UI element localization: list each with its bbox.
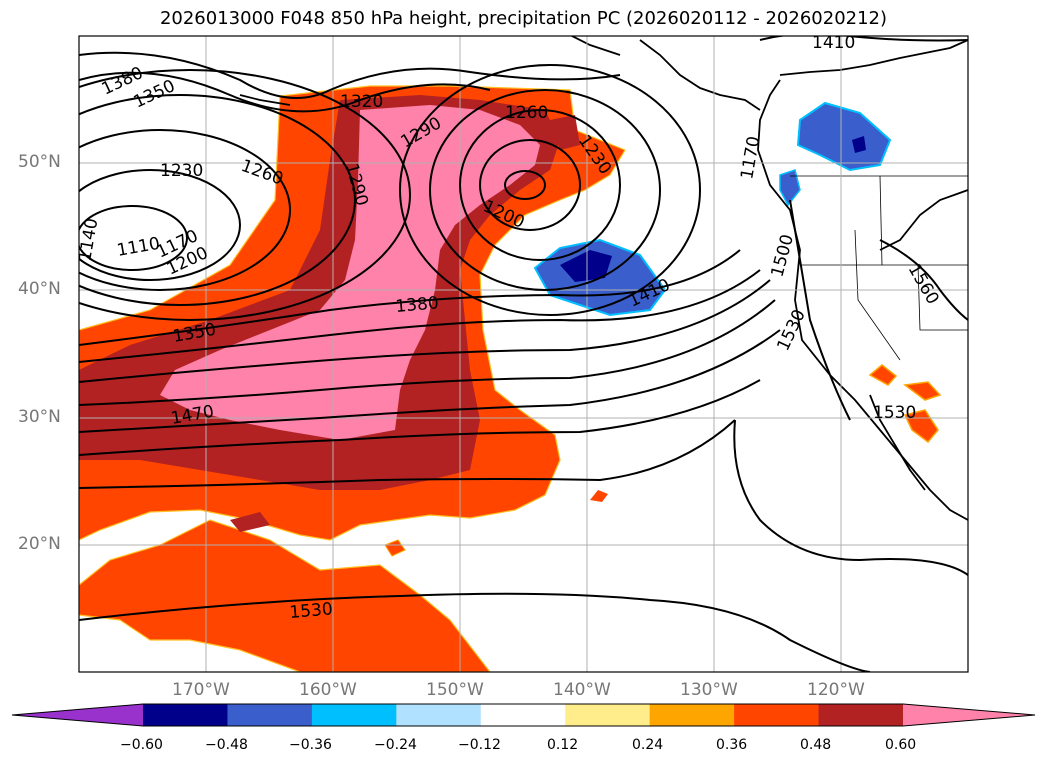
colorbar-tick-label: 0.36 <box>716 737 748 753</box>
colorbar-tick-label: −0.12 <box>458 737 501 753</box>
colorbar-extend-high <box>903 704 1035 726</box>
height-contours <box>79 36 968 672</box>
colorbar-tick-label: −0.60 <box>120 737 163 753</box>
colorbar-tick-label: 0.48 <box>800 737 832 753</box>
colorbar-cell <box>311 704 397 726</box>
lon-label: 160°W <box>299 680 357 700</box>
contour-label: 1410 <box>812 33 855 53</box>
precip-pink-region <box>160 105 540 440</box>
colorbar-tick-label: −0.24 <box>374 737 417 753</box>
colorbar-tick-label: 0.12 <box>547 737 579 753</box>
contour-label: 1170 <box>737 135 764 181</box>
contour-label: 1380 <box>395 293 440 317</box>
colorbar-cell <box>565 704 651 726</box>
lon-label: 130°W <box>680 680 738 700</box>
contour-label: 1500 <box>768 232 799 279</box>
colorbar-tick-label: −0.36 <box>289 737 332 753</box>
colorbar-cell <box>143 704 228 726</box>
lat-label: 20°N <box>18 534 61 554</box>
political-boundaries <box>790 175 968 361</box>
contour-label: 1140 <box>75 217 102 263</box>
colorbar-cell <box>480 704 566 726</box>
lat-label: 40°N <box>18 279 61 299</box>
contour-label: 1230 <box>160 161 203 181</box>
colorbar-cell <box>649 704 735 726</box>
colorbar-cell <box>396 704 482 726</box>
map-frame <box>78 35 969 673</box>
lon-label: 140°W <box>553 680 611 700</box>
colorbar-cell <box>227 704 313 726</box>
contour-label: 1530 <box>289 599 334 623</box>
colorbar-extend-low <box>12 704 143 726</box>
lat-label: 50°N <box>18 152 61 172</box>
contour-label: 1260 <box>505 103 548 123</box>
colorbar <box>11 703 1036 727</box>
lon-label: 170°W <box>172 680 230 700</box>
coastlines <box>239 36 968 521</box>
colorbar-cell <box>818 704 904 726</box>
graticule <box>79 36 968 672</box>
colorbar-tick-label: 0.24 <box>632 737 664 753</box>
contour-label: 1320 <box>340 92 383 112</box>
lon-label: 120°W <box>807 680 865 700</box>
colorbar-tick-label: 0.60 <box>885 737 917 753</box>
chart-title: 2026013000 F048 850 hPa height, precipit… <box>159 8 888 29</box>
colorbar-tick-label: −0.48 <box>205 737 248 753</box>
colorbar-cell <box>734 704 820 726</box>
lat-label: 30°N <box>18 407 61 427</box>
lon-label: 150°W <box>426 680 484 700</box>
contour-label: 1530 <box>873 403 916 423</box>
